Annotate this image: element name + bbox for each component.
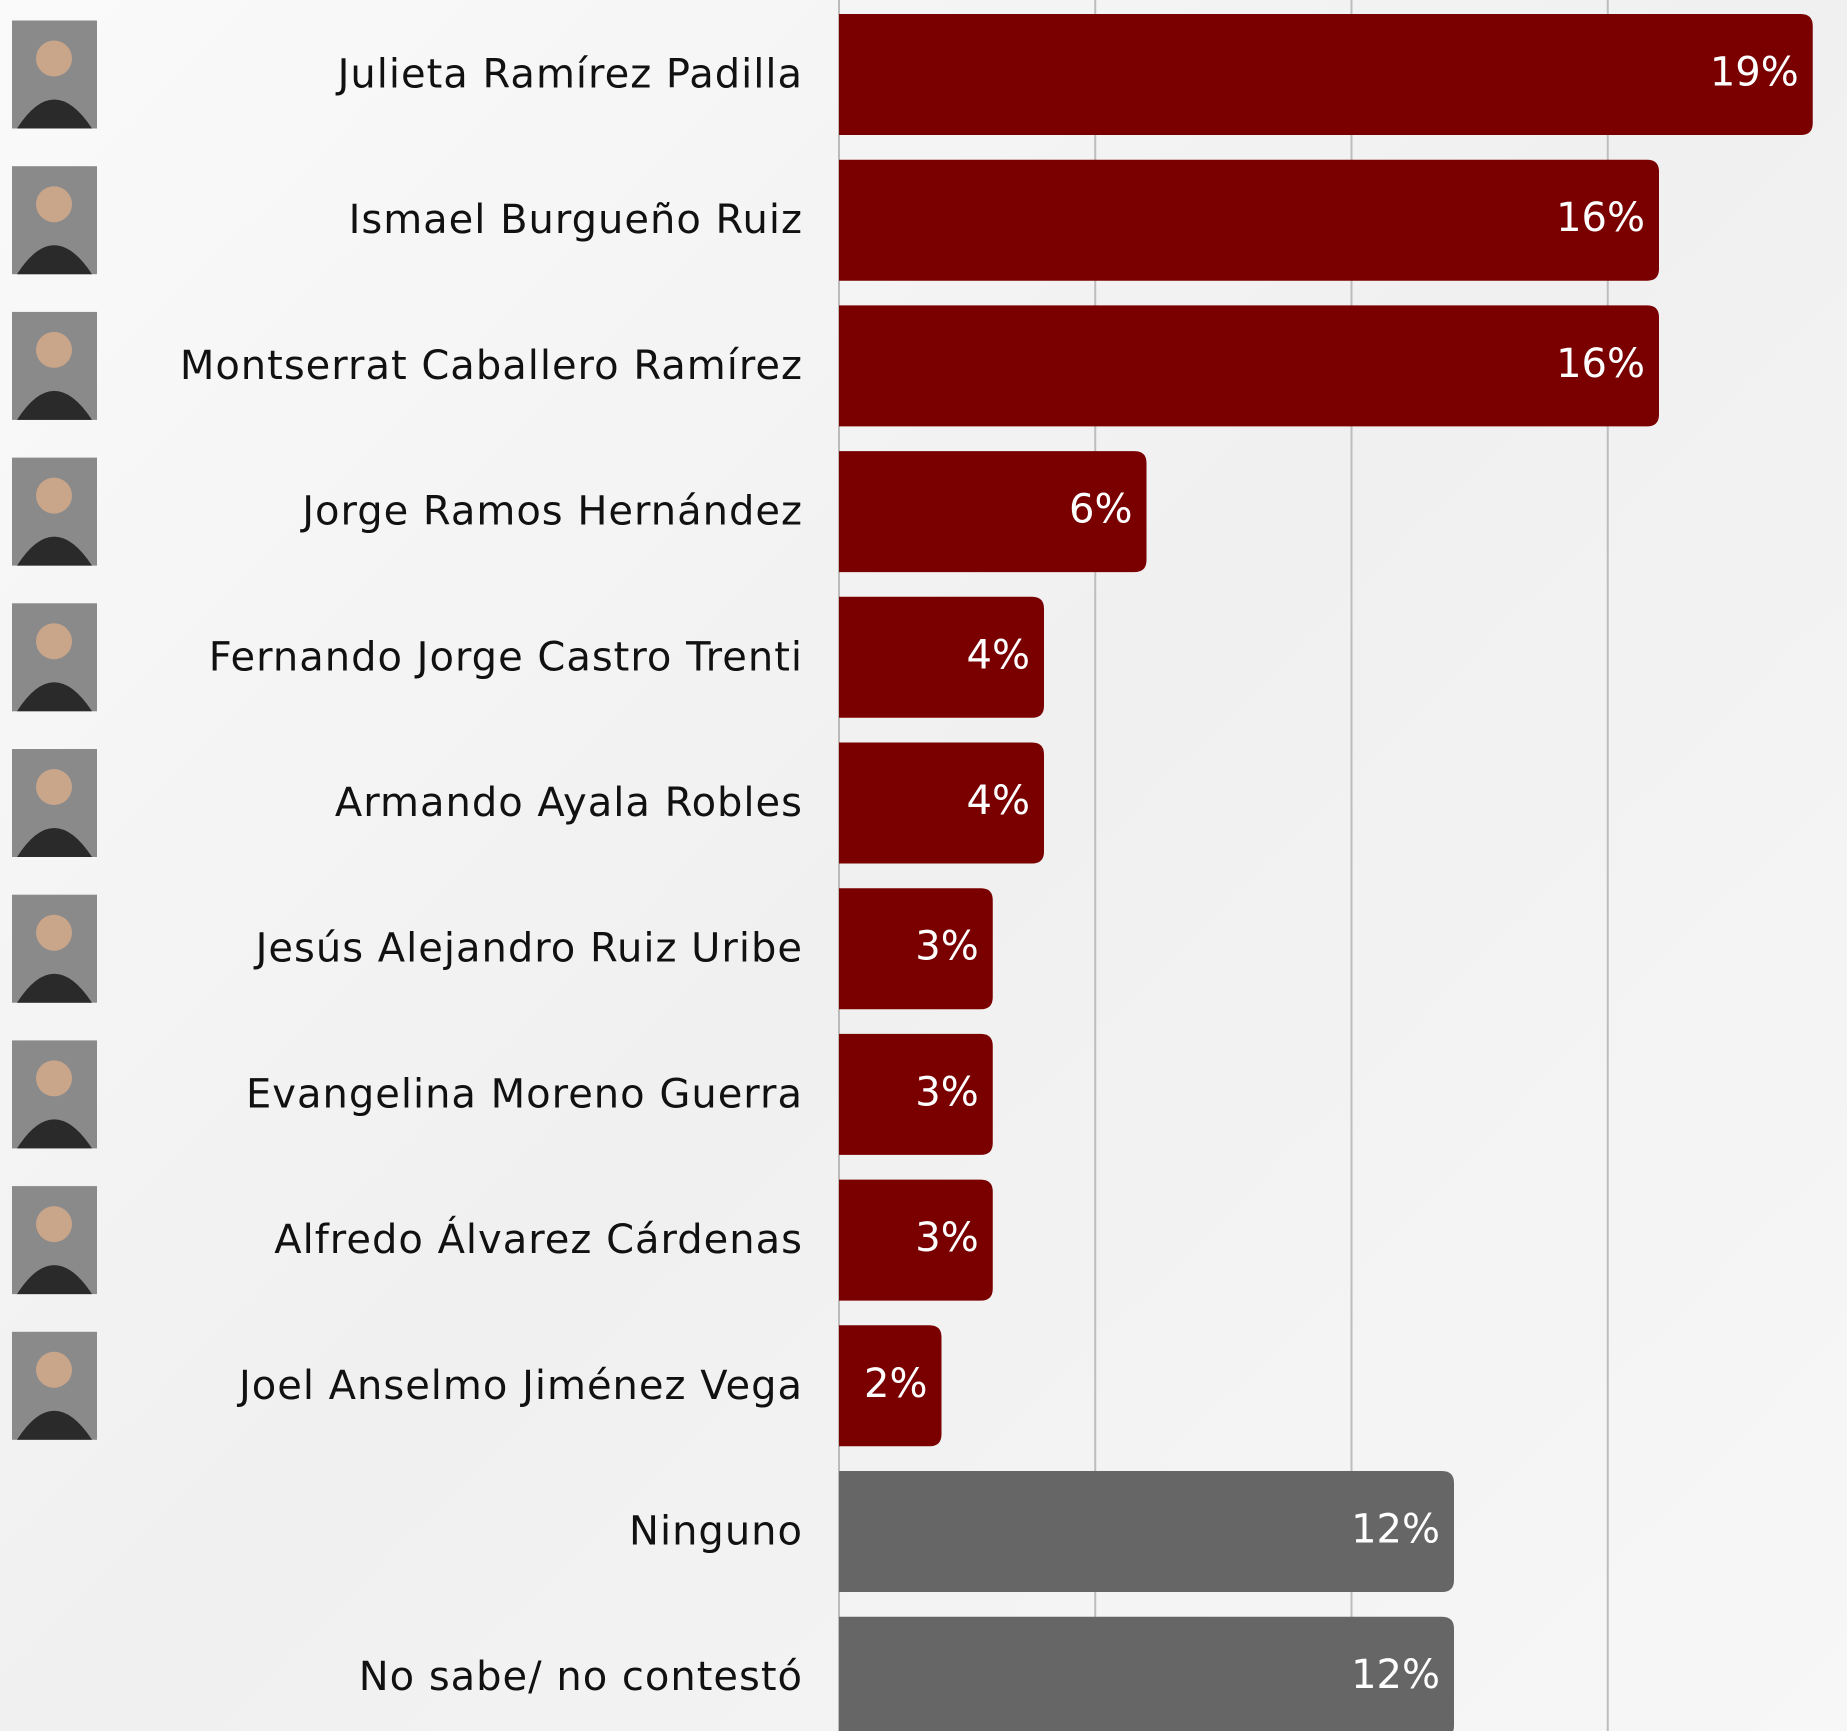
value-label: 3% — [915, 1215, 978, 1261]
photo-body — [17, 1119, 92, 1149]
bar — [839, 1325, 942, 1447]
value-label: 4% — [967, 778, 1030, 824]
category-label: Joel Anselmo Jiménez Vega — [236, 1363, 803, 1409]
value-label: 12% — [1351, 1652, 1440, 1698]
category-label: Montserrat Caballero Ramírez — [180, 343, 803, 389]
category-label: Jesús Alejandro Ruiz Uribe — [253, 926, 803, 972]
photo-head — [36, 40, 72, 77]
value-label: 6% — [1069, 487, 1132, 533]
bar — [839, 742, 1044, 864]
value-label: 2% — [864, 1361, 927, 1407]
category-label: Alfredo Álvarez Cárdenas — [274, 1215, 803, 1263]
category-label: Armando Ayala Robles — [335, 780, 803, 826]
category-label: Fernando Jorge Castro Trenti — [209, 634, 803, 680]
value-label: 12% — [1351, 1507, 1440, 1553]
category-label: Evangelina Moreno Guerra — [246, 1071, 803, 1117]
photo-head — [36, 623, 72, 660]
photo-head — [36, 331, 72, 368]
bar — [839, 159, 1659, 281]
photo-body — [17, 828, 92, 857]
bar — [839, 1471, 1454, 1592]
photo-body — [17, 245, 92, 275]
bar — [839, 1179, 993, 1301]
value-label: 19% — [1710, 50, 1799, 96]
photo-head — [36, 914, 72, 951]
photo-body — [17, 99, 92, 129]
photo-head — [36, 769, 72, 805]
photo-body — [17, 1265, 92, 1295]
value-label: 4% — [967, 632, 1030, 678]
photo-head — [36, 1351, 72, 1388]
photo-body — [17, 390, 92, 420]
category-label: Ismael Burgueño Ruiz — [349, 197, 803, 243]
photo-head — [36, 1060, 72, 1097]
photo-head — [36, 186, 72, 223]
bar — [839, 596, 1044, 718]
category-label: Jorge Ramos Hernández — [299, 489, 803, 535]
bar — [839, 451, 1147, 573]
value-label: 3% — [915, 924, 978, 970]
photo-body — [17, 973, 92, 1003]
bar — [839, 1033, 993, 1155]
bar — [839, 14, 1813, 135]
category-label: Ninguno — [629, 1509, 803, 1555]
category-label: No sabe/ no contestó — [359, 1654, 803, 1700]
photo-body — [17, 536, 92, 566]
category-label: Julieta Ramírez Padilla — [335, 52, 803, 98]
photo-head — [36, 1206, 72, 1243]
value-label: 16% — [1556, 341, 1645, 387]
value-label: 3% — [915, 1069, 978, 1115]
bar — [839, 1616, 1454, 1731]
value-label: 16% — [1556, 195, 1645, 241]
bar — [839, 305, 1659, 427]
bar — [839, 888, 993, 1010]
photo-head — [36, 477, 72, 514]
photo-body — [17, 1410, 92, 1440]
photo-body — [17, 682, 92, 712]
